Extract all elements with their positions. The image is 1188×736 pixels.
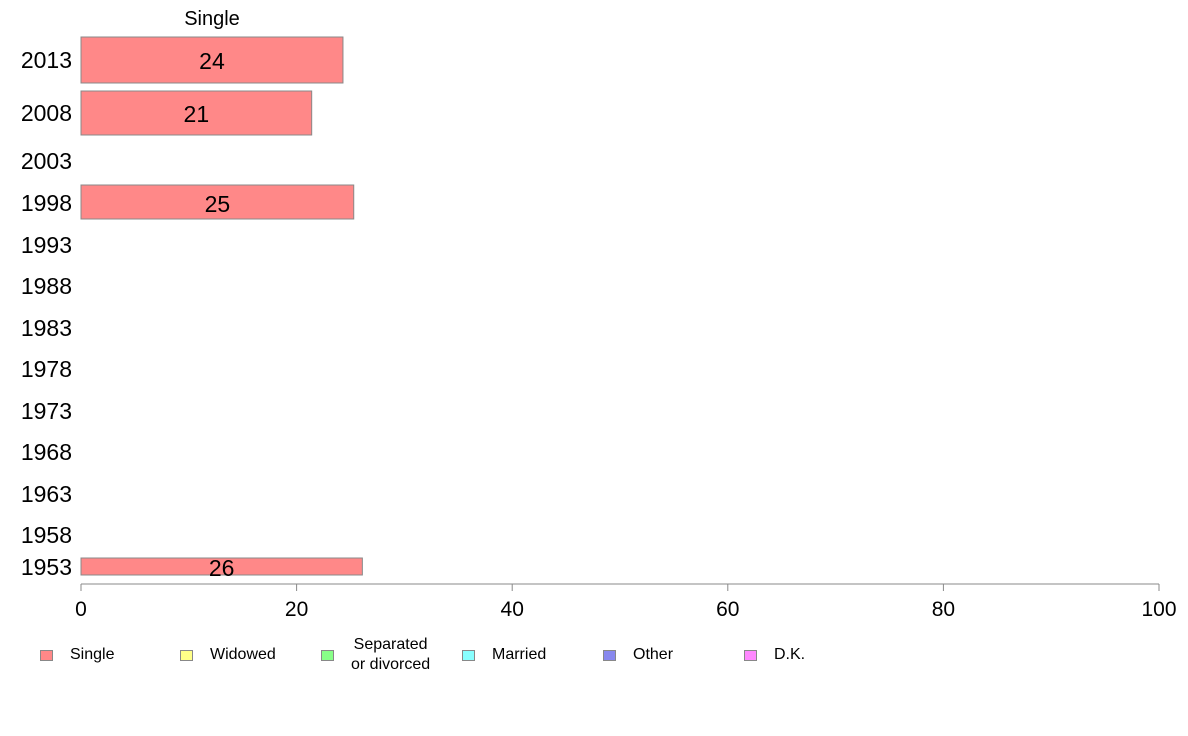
x-tick-label-100: 100 bbox=[1141, 598, 1176, 621]
x-axis: 0 20 40 60 80 100 bbox=[75, 583, 1177, 621]
bar-2013 bbox=[80, 36, 344, 84]
category-label-1953: 1953 bbox=[21, 554, 72, 580]
legend-label-other: Other bbox=[633, 646, 674, 663]
category-label-2008: 2008 bbox=[21, 100, 72, 126]
legend-item-other: Other bbox=[603, 630, 673, 680]
bar-1953 bbox=[80, 557, 363, 576]
category-label-1978: 1978 bbox=[21, 356, 72, 382]
legend-label-separated-or-divorced: Separated or divorced bbox=[351, 636, 431, 673]
bar-label-1998: 25 bbox=[205, 191, 231, 217]
bar-label-2013: 24 bbox=[199, 48, 225, 74]
category-label-2013: 2013 bbox=[21, 47, 72, 73]
category-label-1983: 1983 bbox=[21, 315, 72, 341]
category-label-1958: 1958 bbox=[21, 522, 72, 548]
category-labels: 2013 2008 2003 1998 1993 1988 1983 1978 1973 1968… bbox=[21, 47, 72, 580]
legend-swatch-single bbox=[40, 649, 53, 661]
legend-item-separated-or-divorced: Separated or divorced bbox=[321, 630, 430, 680]
category-label-1968: 1968 bbox=[21, 439, 72, 465]
legend-item-dk: D.K. bbox=[744, 630, 805, 680]
legend-swatch-dk bbox=[744, 649, 757, 661]
bar-value-labels: 24 21 25 26 bbox=[184, 48, 235, 581]
bar-1998 bbox=[80, 184, 355, 220]
legend-label-single: Single bbox=[70, 646, 115, 663]
legend-item-widowed: Widowed bbox=[180, 630, 276, 680]
category-label-2003: 2003 bbox=[21, 148, 72, 174]
legend-label-widowed: Widowed bbox=[210, 646, 276, 663]
legend-swatch-other bbox=[603, 649, 616, 661]
bar-label-1953: 26 bbox=[209, 555, 235, 581]
x-tick-label-60: 60 bbox=[716, 598, 739, 621]
legend-swatch-widowed bbox=[180, 649, 193, 661]
x-tick-label-80: 80 bbox=[932, 598, 955, 621]
x-tick-label-20: 20 bbox=[285, 598, 308, 621]
x-tick-label-40: 40 bbox=[501, 598, 524, 621]
legend-swatch-separated-or-divorced bbox=[321, 649, 334, 661]
legend-item-single: Single bbox=[40, 630, 114, 680]
bar-label-2008: 21 bbox=[184, 101, 210, 127]
category-label-1973: 1973 bbox=[21, 398, 72, 424]
bars bbox=[80, 36, 363, 576]
legend-swatch-married bbox=[462, 649, 475, 661]
category-label-1963: 1963 bbox=[21, 481, 72, 507]
legend: Single Widowed Separated or divorced Mar… bbox=[0, 630, 1188, 680]
chart-title: Single bbox=[184, 8, 240, 30]
category-label-1988: 1988 bbox=[21, 273, 72, 299]
bar-chart: Single 2013 2008 2003 1998 1993 1988 1983 1978 1… bbox=[21, 8, 1177, 621]
legend-label-dk: D.K. bbox=[774, 646, 806, 663]
legend-label-married: Married bbox=[492, 646, 547, 663]
legend-item-married: Married bbox=[462, 630, 546, 680]
category-label-1993: 1993 bbox=[21, 232, 72, 258]
bar-2008 bbox=[80, 90, 313, 136]
x-tick-label-0: 0 bbox=[75, 598, 87, 621]
category-label-1998: 1998 bbox=[21, 190, 72, 216]
